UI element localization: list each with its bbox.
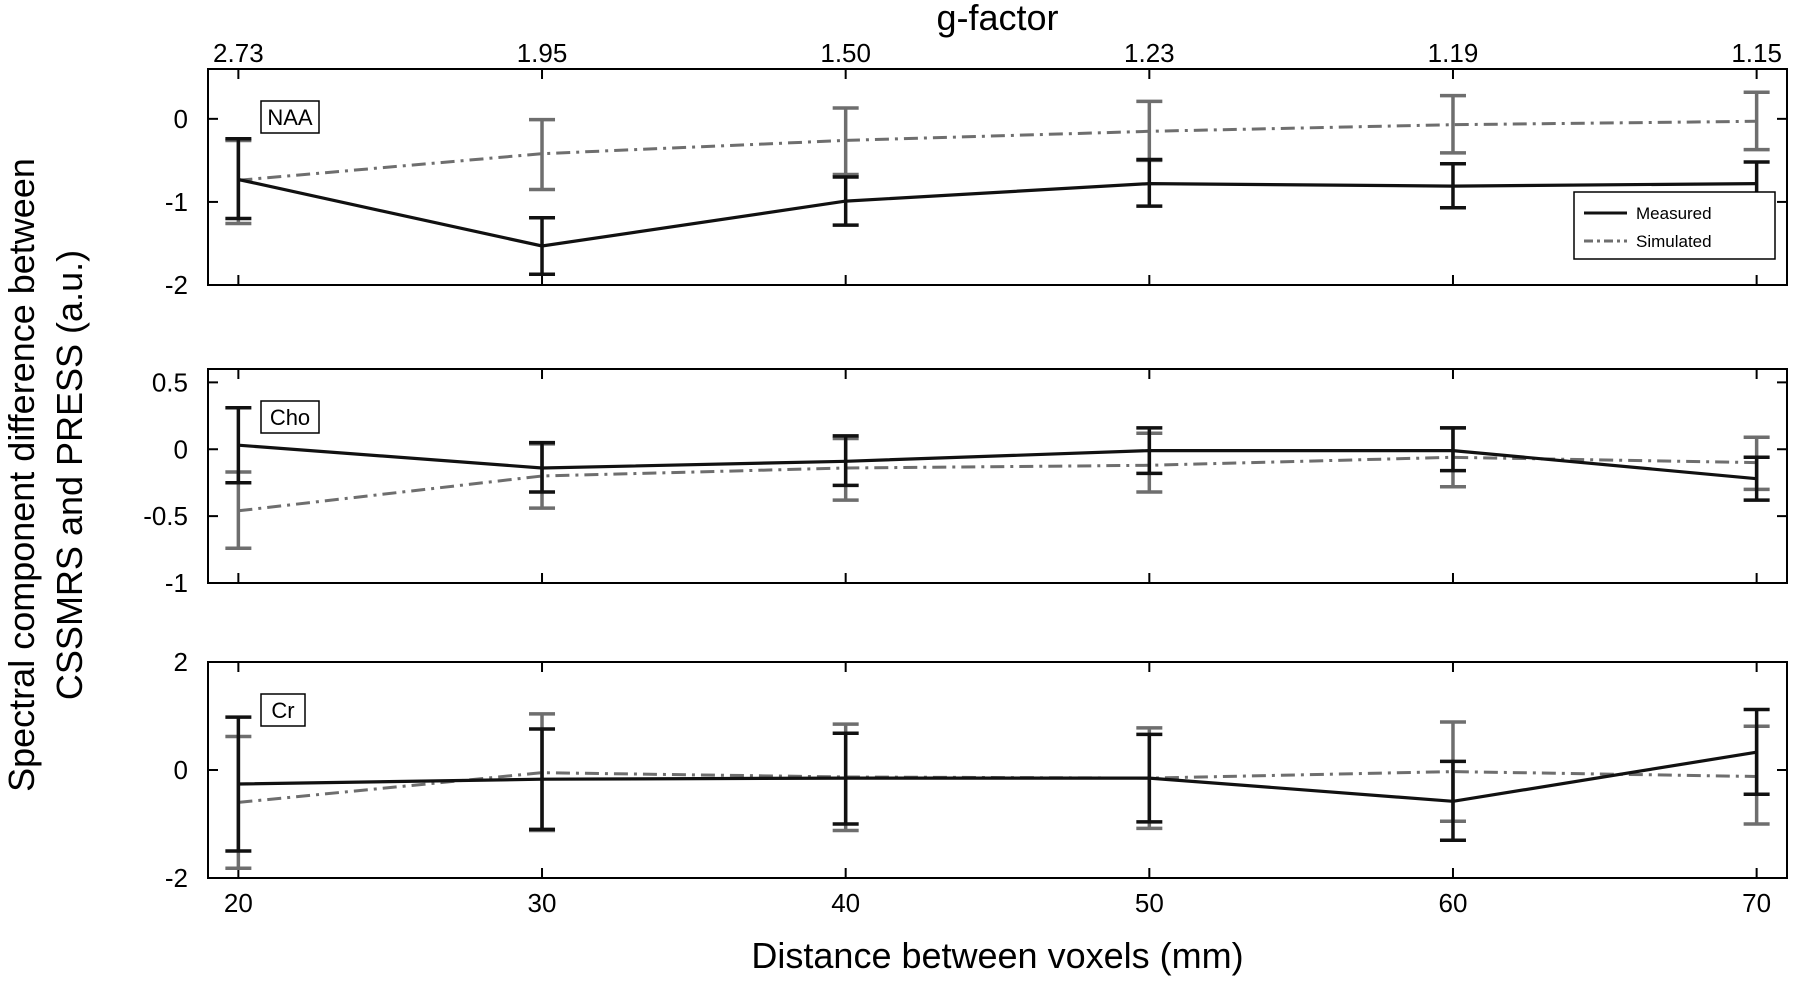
measured-error-bar [832, 434, 859, 488]
y-tick-label: 0 [174, 755, 188, 785]
top-tick-label: 1.95 [517, 38, 568, 68]
measured-error-bar [1439, 161, 1466, 210]
measured-series [225, 406, 1770, 502]
simulated-line [238, 119, 1757, 182]
y-tick-label: -1 [165, 568, 188, 598]
x-tick-label: 70 [1742, 888, 1771, 918]
top-tick-label: 1.15 [1731, 38, 1782, 68]
measured-line [238, 750, 1757, 803]
y-tick-label: -2 [165, 270, 188, 300]
measured-error-bar [1136, 732, 1163, 824]
y-axis-label: Spectral component difference between CSS… [1, 158, 90, 792]
legend: Measured Simulated [1573, 191, 1776, 260]
top-tick-label: 1.50 [820, 38, 871, 68]
panel-label-frame [260, 100, 320, 134]
simulated-error-bar [529, 117, 556, 192]
y-tick-label: -2 [165, 863, 188, 893]
measured-error-bar [529, 440, 556, 494]
panel-label-box: NAA [260, 100, 320, 134]
y-tick-label: -0.5 [143, 501, 188, 531]
measured-error-bar [1136, 426, 1163, 476]
measured-error-bar [529, 215, 556, 276]
plot-frame [207, 368, 1788, 584]
legend-measured-label: Measured [1636, 204, 1712, 223]
panel-label-box: Cho [260, 400, 320, 434]
x-tick-label: 50 [1135, 888, 1164, 918]
panel-naa: 0 -1 -2 NAA Measured Simulated [165, 68, 1788, 300]
x-tick-label: 20 [224, 888, 253, 918]
panel-label: Cho [270, 405, 310, 430]
measured-error-bar [1743, 455, 1770, 502]
measured-error-bar [1439, 426, 1466, 473]
measured-error-bar [1439, 759, 1466, 842]
panel-label-box: Cr [260, 693, 306, 727]
x-tick-label: 60 [1439, 888, 1468, 918]
y-tick-label: -1 [165, 187, 188, 217]
top-axis-label: g-factor [936, 0, 1058, 38]
x-tick-label: 40 [831, 888, 860, 918]
y-tick-label: 2 [174, 647, 188, 677]
simulated-line [238, 770, 1757, 804]
measured-error-bar [529, 727, 556, 832]
legend-frame [1573, 191, 1776, 260]
measured-series [225, 707, 1770, 853]
legend-simulated-label: Simulated [1636, 232, 1712, 251]
simulated-error-bar [1439, 93, 1466, 155]
panel-label-frame [260, 693, 306, 727]
top-tick-label: 2.73 [213, 38, 264, 68]
y-axis-label-line2: CSSMRS and PRESS (a.u.) [49, 250, 90, 700]
x-tick-label: 30 [528, 888, 557, 918]
top-tick-label: 1.19 [1428, 38, 1479, 68]
y-axis-label-line1: Spectral component difference between [1, 158, 42, 792]
measured-series [225, 137, 1770, 276]
panel-label-frame [260, 400, 320, 434]
measured-error-bar [832, 731, 859, 826]
y-tick-label: 0 [174, 434, 188, 464]
y-tick-label: 0 [174, 104, 188, 134]
panel-cho: 0.5 0 -0.5 -1 Cho [143, 367, 1788, 598]
measured-error-bar [225, 137, 252, 221]
simulated-series [225, 426, 1770, 550]
y-tick-label: 0.5 [152, 367, 188, 397]
measured-error-bar [225, 406, 252, 485]
measured-line [238, 443, 1757, 481]
simulated-error-bar [832, 106, 859, 177]
simulated-error-bar [1743, 90, 1770, 152]
top-tick-label: 1.23 [1124, 38, 1175, 68]
simulated-series [225, 712, 1770, 871]
simulated-line [238, 455, 1757, 513]
simulated-series [225, 90, 1770, 226]
panel-label: Cr [271, 698, 294, 723]
x-axis-label: Distance between voxels (mm) [751, 935, 1243, 976]
measured-error-bar [1136, 157, 1163, 208]
measured-error-bar [832, 175, 859, 227]
panel-cr: 2 0 -2 Cr [165, 647, 1788, 893]
panel-label: NAA [267, 105, 313, 130]
measured-error-bar [1743, 707, 1770, 797]
measured-error-bar [225, 715, 252, 853]
plot-frame [207, 661, 1788, 879]
measured-line [238, 177, 1757, 248]
plot-frame [207, 68, 1788, 286]
